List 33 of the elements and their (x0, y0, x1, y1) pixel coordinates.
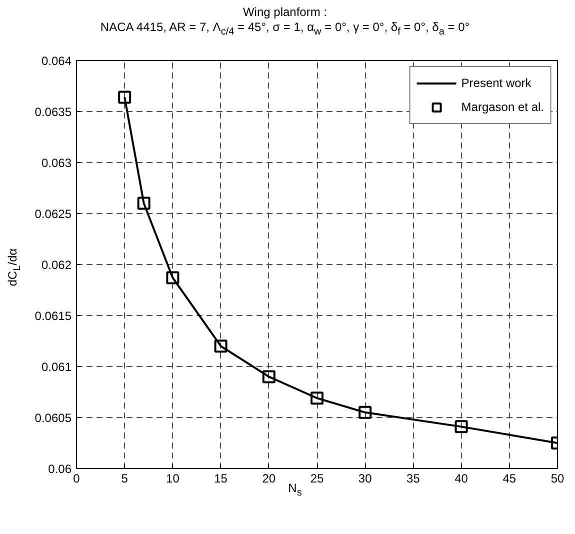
x-tick-label: 20 (262, 472, 276, 486)
y-tick-label: 0.062 (41, 258, 72, 272)
x-axis-title: N$_{s}$ (288, 481, 302, 498)
point (118, 90, 132, 104)
point (262, 370, 276, 384)
x-tick-label: 35 (406, 472, 420, 486)
x-tick-label: 50 (550, 472, 564, 486)
y-tick-label: 0.0605 (34, 411, 72, 425)
x-tick-label: 15 (214, 472, 228, 486)
y-tick-label: 0.06 (48, 462, 72, 476)
y-tick-label: 0.063 (41, 156, 72, 170)
point (358, 406, 372, 419)
chart-title: Wing planform : (242, 5, 328, 19)
y-tick-label: 0.0615 (34, 309, 72, 323)
y-tick-label: 0.0635 (34, 105, 72, 119)
point (166, 271, 180, 284)
y-tick-label: 0.0625 (34, 207, 72, 221)
text: NACA 4415, AR = 7, Λ$_{c/4}$ = 45°, σ = 1, α$_{w}$ = 0°, γ = 0°, δ$_{f}$ = 0°, δ$_{a}$ = 0° (100, 20, 470, 38)
x-tick-label: 10 (166, 472, 180, 486)
y-tick-label: 0.061 (41, 360, 72, 374)
x-tick-label: 45 (502, 472, 516, 486)
x-tick-label: 25 (310, 472, 324, 486)
point (454, 420, 468, 434)
x-tick-label: 30 (358, 472, 372, 486)
x-tick-label: 0 (73, 472, 80, 486)
y-tick-label: 0.064 (41, 54, 72, 68)
x-tick-label: 5 (121, 472, 128, 486)
point (214, 340, 228, 353)
legend-label: Margason et al. (461, 100, 544, 114)
point (310, 392, 324, 405)
x-tick-label: 40 (454, 472, 468, 486)
point (137, 196, 150, 210)
legend-label: Present work (461, 76, 532, 90)
